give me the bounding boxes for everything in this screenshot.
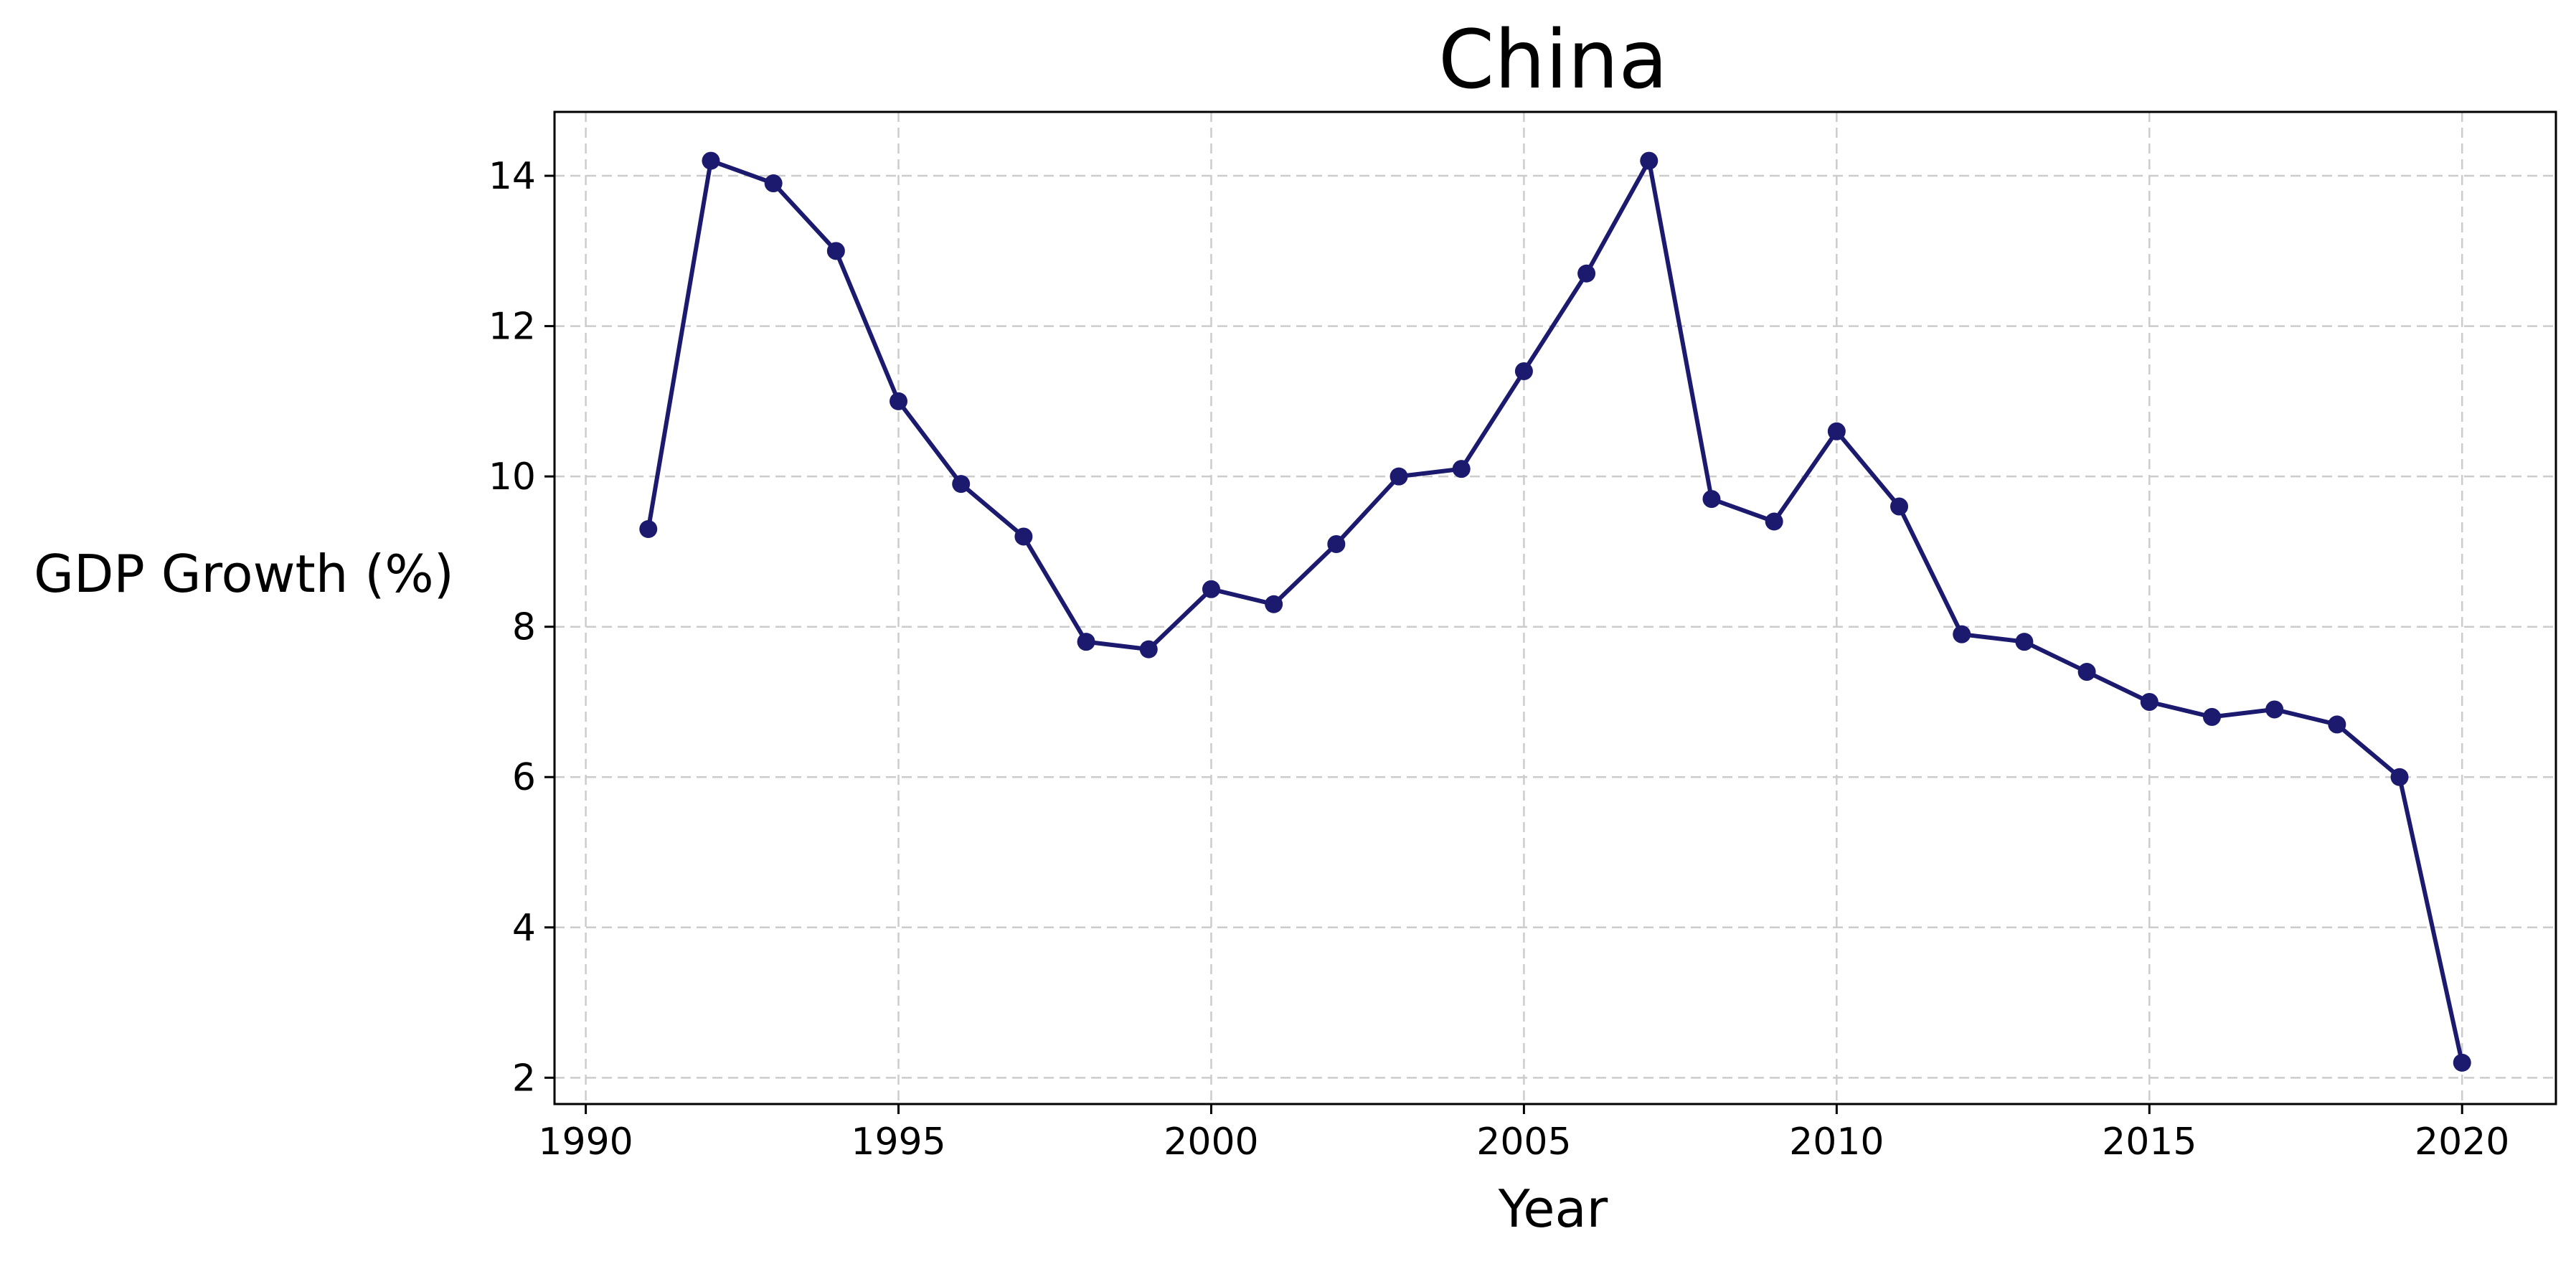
series-line (646, 159, 2465, 1064)
plot-frame (553, 110, 2557, 1105)
data-point (1640, 151, 1659, 170)
data-point (764, 174, 783, 193)
x-tick-label: 2015 (2102, 1121, 2197, 1164)
data-point (1452, 460, 1471, 478)
y-tick-label: 2 (512, 1057, 536, 1100)
data-point (2453, 1053, 2471, 1072)
data-point (1514, 362, 1533, 380)
data-point (2202, 707, 2221, 726)
data-point (1390, 467, 1408, 486)
data-point (2328, 715, 2346, 734)
data-point (1265, 595, 1283, 613)
data-point (2077, 663, 2096, 681)
data-point (1953, 625, 1971, 643)
data-point (2390, 768, 2409, 786)
x-tick-label: 2000 (1164, 1121, 1258, 1164)
data-point (1077, 633, 1095, 651)
y-tick-label: 4 (512, 907, 536, 950)
y-tick-label: 12 (489, 306, 536, 349)
axis-ticks: 1990 1995 2000 2005 2010 2015 2020 2 4 6 8 10 12 14 (489, 155, 2510, 1164)
x-tick-label: 1995 (851, 1121, 945, 1164)
data-point (2265, 700, 2284, 719)
grid-lines (555, 112, 2556, 1104)
x-tick-label: 1990 (538, 1121, 633, 1164)
data-point (1827, 422, 1846, 440)
data-point (639, 519, 658, 538)
data-point (1014, 527, 1033, 546)
y-tick-label: 6 (512, 756, 536, 799)
data-point (1202, 580, 1220, 598)
data-point (1139, 640, 1158, 659)
y-tick-label: 8 (512, 606, 536, 649)
x-tick-label: 2010 (1789, 1121, 1884, 1164)
data-point (952, 475, 971, 494)
x-tick-label: 2005 (1476, 1121, 1571, 1164)
data-point (1577, 264, 1596, 283)
data-point (1890, 497, 1909, 516)
x-axis-label: Year (1498, 1179, 1608, 1239)
series-gdp-growth (639, 151, 2471, 1072)
data-point (826, 242, 845, 260)
y-tick-label: 14 (489, 155, 536, 198)
data-point (2015, 633, 2034, 651)
data-point (2140, 692, 2159, 711)
data-point (702, 151, 720, 170)
data-point (890, 392, 908, 410)
chart-title: China (1438, 14, 1668, 107)
data-point (1702, 490, 1721, 509)
y-tick-label: 10 (489, 456, 536, 499)
data-point (1765, 512, 1783, 531)
x-tick-label: 2020 (2415, 1121, 2509, 1164)
y-axis-label: GDP Growth (%) (34, 544, 454, 604)
data-point (1327, 534, 1346, 553)
